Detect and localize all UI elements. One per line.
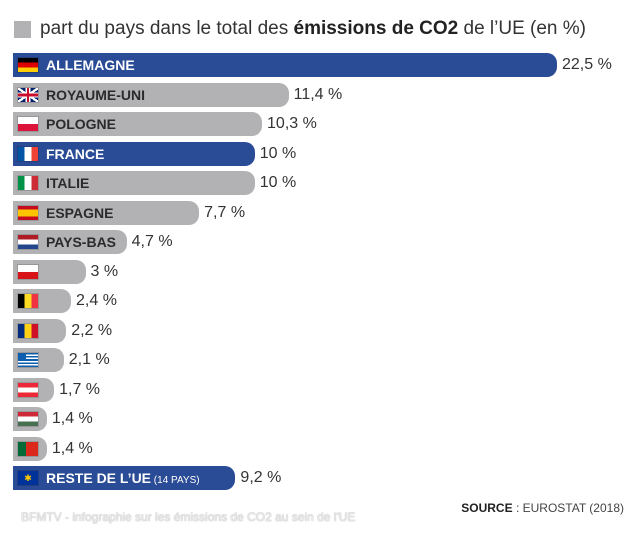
chart-legend: part du pays dans le total des émissions…	[14, 14, 586, 44]
category-label: ROYAUME-UNI	[46, 86, 146, 103]
flag-hungary-icon	[18, 412, 38, 426]
value-label: 2,2 %	[71, 321, 113, 339]
flag-portugal-icon	[18, 441, 38, 456]
bar-royaume-uni	[13, 82, 289, 107]
flag-germany-icon	[18, 58, 38, 72]
value-label: 9,2 %	[240, 469, 282, 486]
value-label: 2,1 %	[68, 351, 110, 368]
category-sublabel: (14 PAYS)	[151, 475, 200, 486]
category-label: ESPAGNE	[46, 204, 114, 221]
legend-text-before: part du pays dans le total des	[40, 18, 294, 39]
flag-netherlands-icon	[18, 235, 38, 249]
flag-italy-icon	[18, 176, 38, 190]
bar-reste-de-l-ue	[13, 466, 236, 490]
watermark: BFMTV - infographie sur les émissions de…	[21, 510, 356, 524]
category-label: ALLEMAGNE	[46, 57, 135, 73]
flag-greece-icon	[18, 353, 38, 367]
flag-united-kingdom-icon	[18, 87, 38, 102]
bar-italie	[13, 171, 255, 195]
category-label: FRANCE	[46, 145, 105, 162]
category-label: POLOGNE	[46, 116, 117, 132]
category-label: RESTE DE L’UE (14 PAYS)	[46, 470, 200, 486]
value-label: 1,4 %	[51, 439, 93, 457]
value-label: 4,7 %	[131, 233, 173, 250]
flag-romania-icon	[18, 323, 38, 338]
value-label: 3 %	[90, 262, 119, 280]
legend-text-after: de l’UE (en %)	[458, 18, 587, 39]
source-separator: :	[512, 501, 523, 515]
flag-france-icon	[18, 146, 38, 161]
flag-austria-icon	[18, 382, 38, 397]
legend-swatch	[14, 20, 31, 38]
category-label: ITALIE	[46, 175, 90, 191]
flag-belgium-icon	[18, 294, 38, 308]
flag-eu-icon: ✱	[18, 471, 38, 485]
flag-spain-icon	[18, 205, 38, 220]
value-label: 1,4 %	[51, 410, 93, 427]
legend-text-bold: émissions de CO2	[293, 18, 459, 39]
value-label: 22,5 %	[562, 56, 612, 73]
value-label: 10,3 %	[267, 115, 317, 132]
value-label: 10 %	[259, 144, 297, 162]
bar-pologne	[13, 112, 263, 136]
value-label: 11,4 %	[293, 85, 343, 103]
source-value: EUROSTAT (2018)	[522, 501, 624, 515]
flag-czech-republic-icon	[18, 264, 38, 279]
value-label: 2,4 %	[76, 292, 117, 309]
bar-france	[13, 141, 255, 166]
value-label: 7,7 %	[204, 203, 246, 221]
flag-poland-icon	[18, 117, 38, 131]
bar-espagne	[13, 200, 200, 225]
legend-text: part du pays dans le total des émissions…	[40, 18, 586, 40]
value-label: 1,7 %	[59, 380, 101, 398]
source-note: SOURCE : EUROSTAT (2018)	[461, 501, 624, 515]
value-label: 10 %	[259, 174, 297, 191]
source-label: SOURCE	[461, 501, 513, 515]
category-label: PAYS-BAS	[46, 234, 117, 250]
bar-allemagne	[13, 53, 557, 77]
